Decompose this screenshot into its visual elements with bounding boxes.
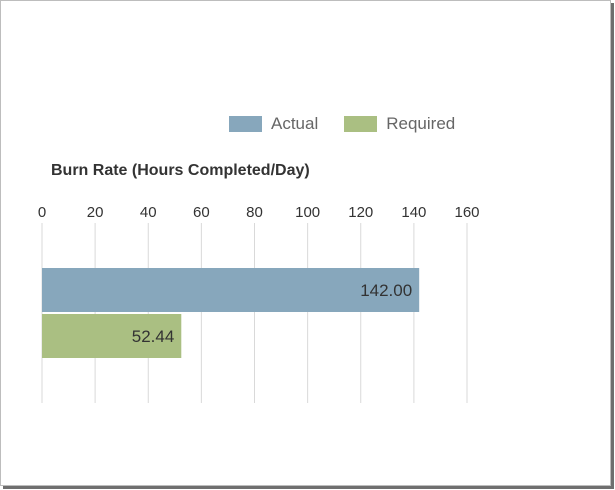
legend-item-actual[interactable]: Actual — [229, 114, 318, 134]
x-tick-label-80: 80 — [246, 204, 263, 221]
x-tick-label-160: 160 — [454, 204, 479, 221]
chart-plot: 0 20 40 60 80 100 120 140 160 142.00 52.44 — [38, 204, 480, 403]
legend-swatch-required — [344, 116, 378, 132]
x-tick-label-20: 20 — [87, 204, 104, 221]
x-tick-label-140: 140 — [401, 204, 426, 221]
legend-item-required[interactable]: Required — [344, 114, 455, 134]
x-tick-label-100: 100 — [295, 204, 320, 221]
data-label-required: 52.44 — [132, 327, 175, 346]
bar-actual[interactable] — [42, 268, 420, 312]
data-label-actual: 142.00 — [360, 281, 412, 300]
legend: Actual Required — [229, 114, 481, 134]
legend-swatch-actual — [229, 116, 262, 132]
legend-label-actual: Actual — [271, 114, 319, 133]
legend-label-required: Required — [386, 114, 456, 133]
x-tick-label-60: 60 — [193, 204, 210, 221]
x-tick-label-0: 0 — [38, 204, 46, 221]
x-tick-label-120: 120 — [348, 204, 373, 221]
bar-required[interactable] — [42, 314, 182, 358]
chart-title: Burn Rate (Hours Completed/Day) — [51, 162, 310, 179]
x-tick-label-40: 40 — [140, 204, 157, 221]
